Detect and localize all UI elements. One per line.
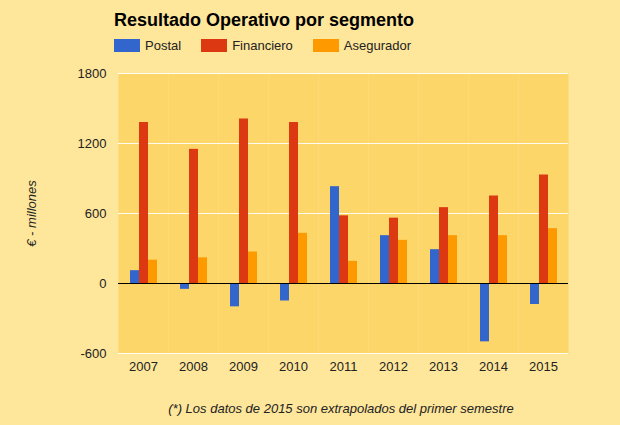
svg-text:2014: 2014 bbox=[479, 359, 508, 374]
svg-text:2015: 2015 bbox=[529, 359, 558, 374]
html-text:Asegurador: Asegurador bbox=[343, 38, 412, 53]
html-text:Resultado Operativo por segmen: Resultado Operativo por segmento bbox=[114, 10, 415, 30]
html-text:Postal: Postal bbox=[145, 38, 182, 53]
html-text:(*) Los datos de 2015 son extr: (*) Los datos de 2015 son extrapolados d… bbox=[168, 401, 514, 416]
svg-text:-600: -600 bbox=[80, 346, 106, 361]
svg-text:2009: 2009 bbox=[229, 359, 258, 374]
html-text:Financiero: Financiero bbox=[232, 38, 293, 53]
svg-text:1200: 1200 bbox=[78, 136, 107, 151]
svg-text:2013: 2013 bbox=[429, 359, 458, 374]
svg-text:2010: 2010 bbox=[279, 359, 308, 374]
svg-text:1800: 1800 bbox=[78, 66, 107, 81]
svg-text:€ - millones: € - millones bbox=[24, 180, 39, 247]
svg-text:2007: 2007 bbox=[129, 359, 158, 374]
svg-text:2012: 2012 bbox=[379, 359, 408, 374]
svg-text:2011: 2011 bbox=[330, 359, 358, 374]
svg-text:600: 600 bbox=[85, 206, 107, 221]
svg-text:0: 0 bbox=[99, 276, 106, 291]
svg-text:2008: 2008 bbox=[179, 359, 208, 374]
